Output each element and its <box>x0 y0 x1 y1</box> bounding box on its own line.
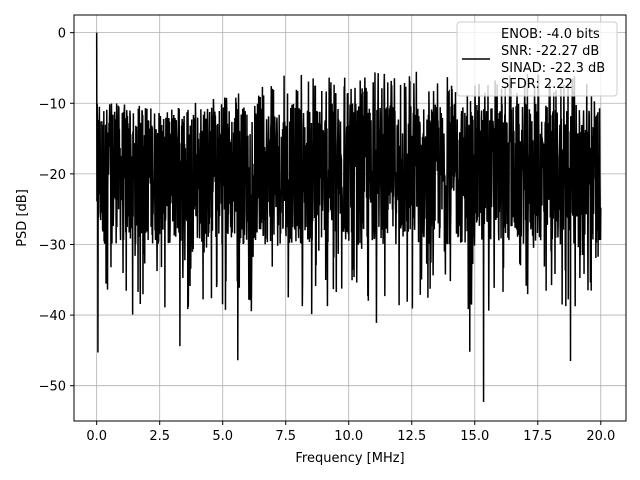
x-tick-label: 15.0 <box>460 429 489 444</box>
y-axis-label: PSD [dB] <box>15 189 30 247</box>
axes-frame <box>73 14 627 422</box>
x-tick-label: 17.5 <box>523 429 552 444</box>
y-tick-label: 0 <box>58 27 66 42</box>
plot-area <box>95 32 602 402</box>
legend-box <box>456 21 618 97</box>
y-tick-label: −10 <box>39 97 66 112</box>
x-tick-label: 12.5 <box>397 429 426 444</box>
x-axis-ticks: 0.0 2.5 5.0 7.5 10.0 12.5 15.0 17.5 20.0 <box>86 421 615 444</box>
legend-entry-snr: SNR: -22.27 dB <box>501 44 599 59</box>
y-tick-label: −40 <box>39 309 66 324</box>
legend-entry-enob: ENOB: -4.0 bits <box>501 27 600 42</box>
y-tick-label: −30 <box>39 238 66 253</box>
legend-entry-sinad: SINAD: -22.3 dB <box>501 61 605 76</box>
x-tick-label: 2.5 <box>149 429 170 444</box>
y-tick-label: −20 <box>39 168 66 183</box>
x-tick-label: 0.0 <box>86 429 107 444</box>
legend-entry-sfdr: SFDR: 2.22 <box>501 77 573 92</box>
x-tick-label: 5.0 <box>212 429 233 444</box>
x-axis-label: Frequency [MHz] <box>295 451 404 466</box>
y-axis-ticks: 0 −10 −20 −30 −40 −50 <box>39 27 74 395</box>
x-tick-label: 10.0 <box>334 429 363 444</box>
legend: ENOB: -4.0 bits SNR: -22.27 dB SINAD: -2… <box>456 21 618 97</box>
y-tick-label: −50 <box>39 380 66 395</box>
psd-series-line <box>95 32 602 402</box>
x-tick-label: 7.5 <box>275 429 296 444</box>
x-tick-label: 20.0 <box>586 429 615 444</box>
